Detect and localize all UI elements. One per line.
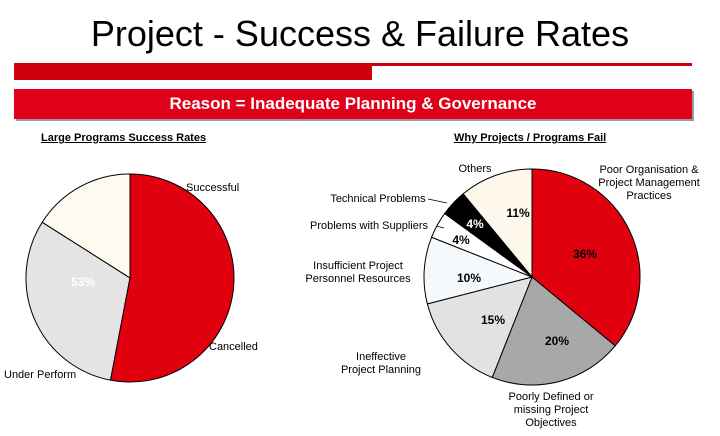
pie-slice xyxy=(25,221,131,381)
reason-banner: Reason = Inadequate Planning & Governanc… xyxy=(14,89,692,119)
slice-category-label: Others xyxy=(458,163,492,175)
slice-value-label: 10% xyxy=(457,271,481,285)
slice-category-label: Problems with Suppliers xyxy=(310,220,428,232)
pie-slice xyxy=(462,168,533,279)
leader-line xyxy=(427,198,448,204)
slice-value-label: 20% xyxy=(545,334,569,348)
slice-category-label: Successful xyxy=(186,182,239,194)
page-title: Project - Success & Failure Rates xyxy=(90,13,630,54)
slice-category-label: Insufficient Project Personnel Resources xyxy=(305,260,411,285)
leader-line xyxy=(435,225,445,229)
pie-slice xyxy=(531,168,641,347)
left-chart-title: Large Programs Success Rates xyxy=(41,132,207,144)
slice-value-label: 15% xyxy=(481,313,505,327)
pie-chart-2: 36% Poor Organisation & Project Management… xyxy=(305,163,699,429)
slice-category-label: Ineffective Project Planning xyxy=(341,351,421,376)
slice-category-label: Under Perform xyxy=(4,369,76,381)
slice-value-label: 4% xyxy=(466,217,484,231)
pie-slice xyxy=(109,173,235,383)
slice-value-label: 11% xyxy=(506,206,530,220)
pie-slice xyxy=(41,173,131,279)
slice-category-label: Poorly Defined or missing Project Objectiv… xyxy=(509,391,594,429)
title-underline-bar xyxy=(14,63,372,80)
slice-value-label: 36% xyxy=(573,247,597,261)
title-underline-rule xyxy=(372,63,692,66)
slice-value-label: 53% xyxy=(71,275,95,289)
slice-category-label: Poor Organisation & Project Management Pra… xyxy=(598,164,700,202)
right-chart-title: Why Projects / Programs Fail xyxy=(454,132,607,144)
slice-category-label: Technical Problems xyxy=(330,193,426,205)
pie-slice xyxy=(491,276,616,386)
slice-value-label: 4% xyxy=(452,233,470,247)
pie-slice xyxy=(426,276,533,379)
slice-category-label: Cancelled xyxy=(209,341,258,353)
